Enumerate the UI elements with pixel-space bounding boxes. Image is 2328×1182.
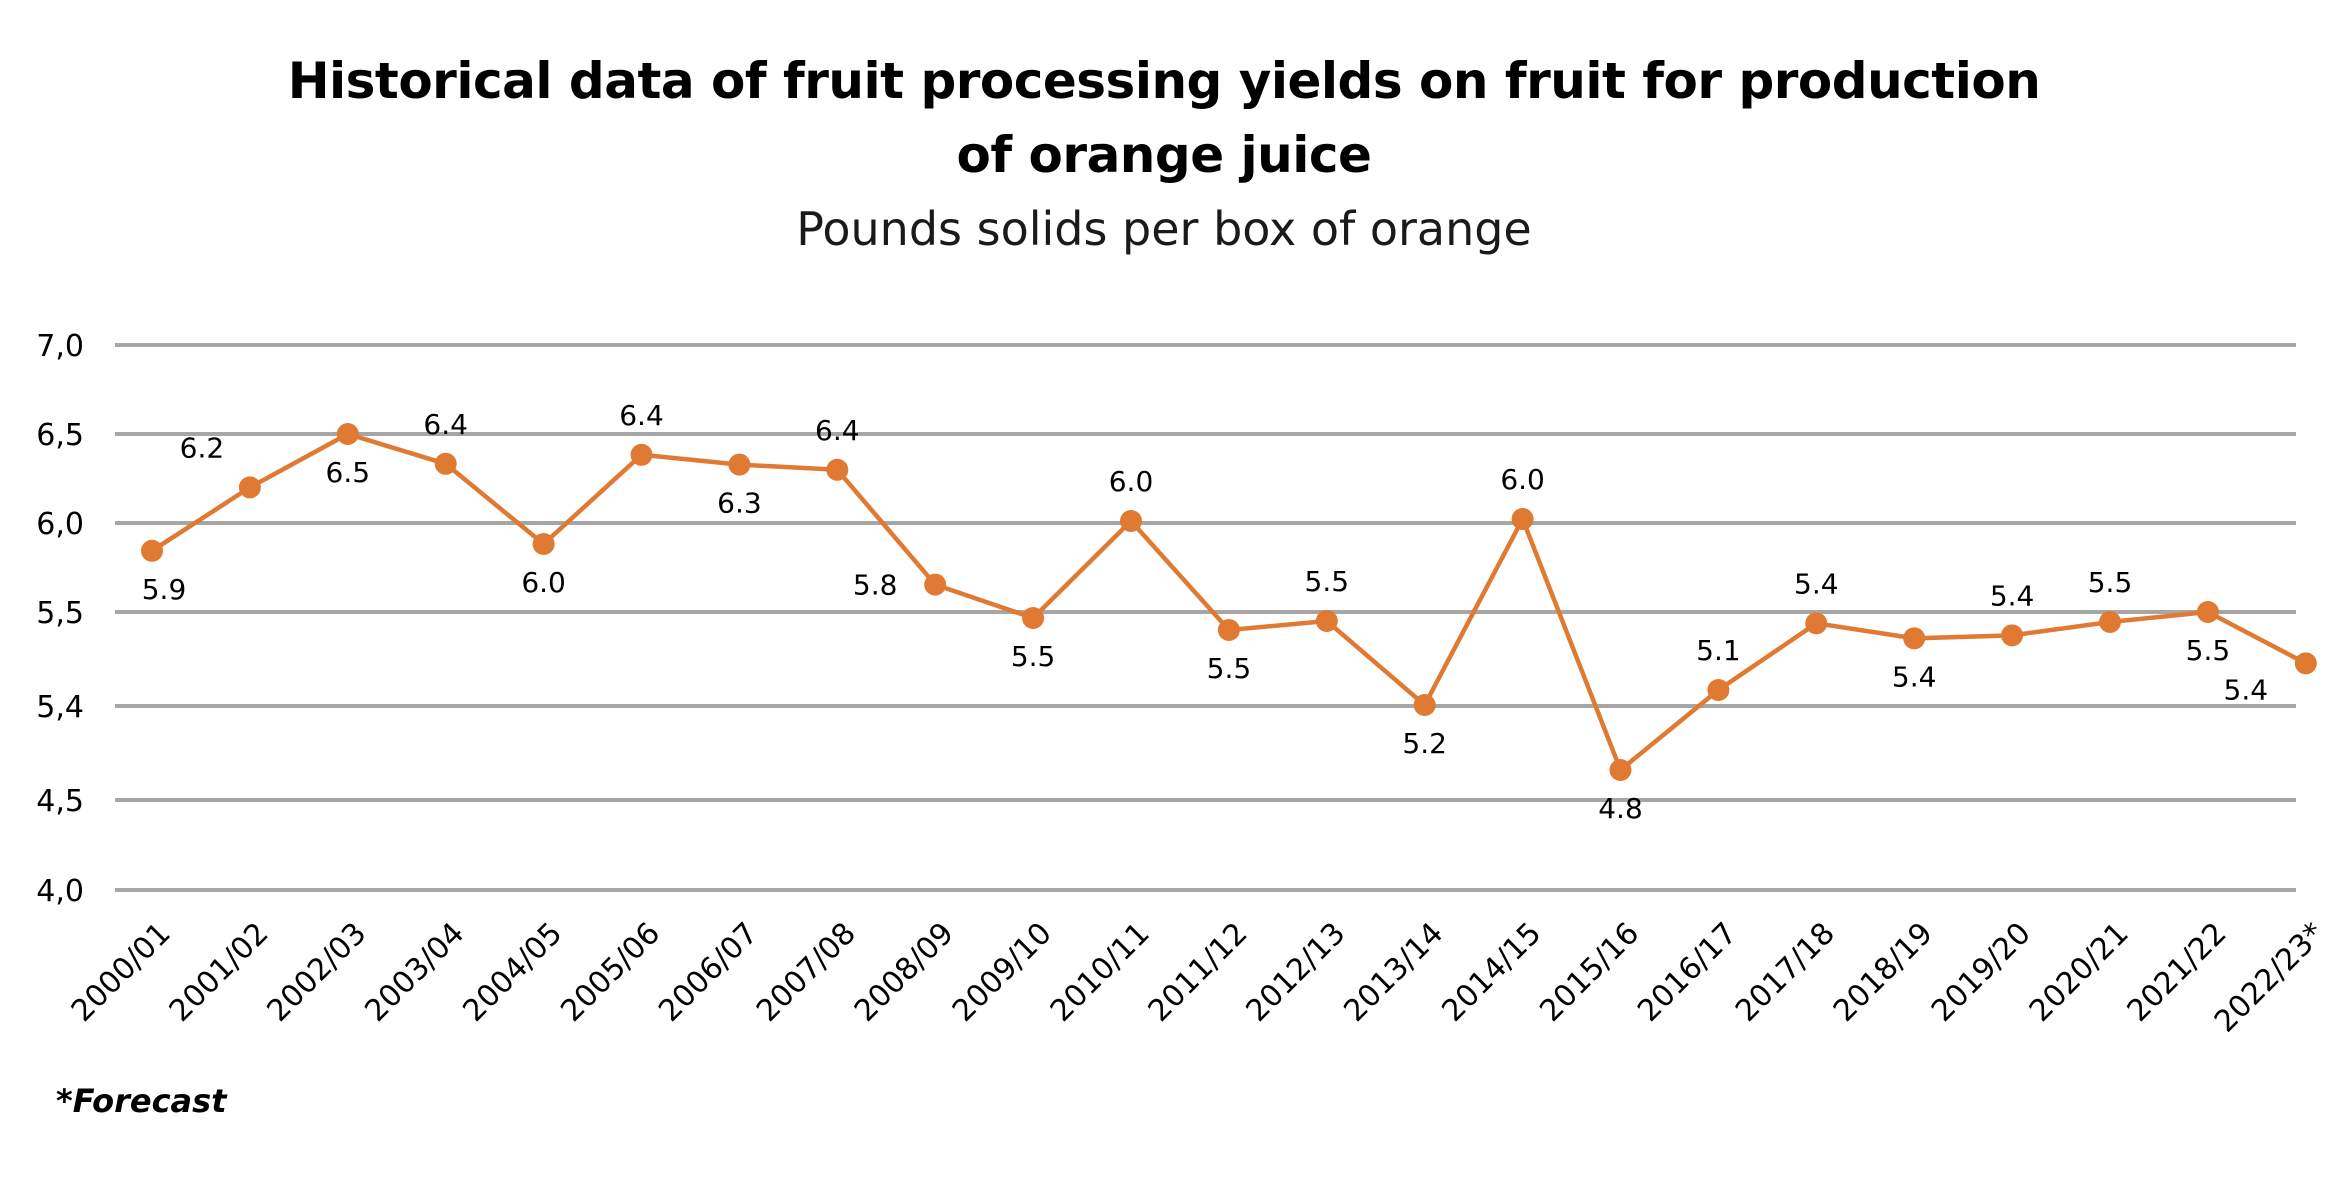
x-axis-ticks: 2000/012001/022002/032003/042004/052005/… — [65, 916, 2328, 1039]
data-point-2006/07 — [728, 453, 751, 476]
data-point-2000/01 — [141, 539, 163, 562]
series-line — [150, 431, 2307, 773]
data-point-2016/17 — [1707, 679, 1730, 701]
x-tick-label: 2007/08 — [750, 916, 863, 1029]
data-label-2015/16: 4.8 — [1598, 792, 1643, 825]
data-label-2011/12: 5.5 — [1207, 652, 1252, 685]
data-label-2014/15: 6.0 — [1500, 463, 1545, 496]
data-point-2017/18 — [1805, 612, 1828, 635]
data-label-2002/03: 6.5 — [326, 456, 371, 489]
data-label-2003/04: 6.4 — [423, 408, 468, 441]
data-label-2019/20: 5.4 — [1990, 579, 2035, 612]
x-tick-label: 2006/07 — [652, 916, 765, 1029]
data-label-2000/01: 5.9 — [142, 573, 187, 606]
forecast-footnote: *Forecast — [56, 1082, 227, 1120]
y-tick-label: 4,5 — [36, 784, 84, 819]
data-point-2020/21 — [2099, 611, 2121, 633]
x-tick-label: 2004/05 — [456, 916, 569, 1029]
data-label-2020/21: 5.5 — [2088, 566, 2133, 599]
data-label-2001/02: 6.2 — [180, 431, 225, 464]
data-label-2017/18: 5.4 — [1794, 567, 1839, 600]
gridlines — [115, 343, 2296, 892]
chart-title-line-2: of orange juice — [956, 126, 1372, 184]
data-label-2013/14: 5.2 — [1402, 727, 1447, 760]
y-tick-label: 6,0 — [36, 507, 84, 542]
data-point-2001/02 — [238, 476, 261, 499]
series-line-path — [150, 431, 2307, 773]
y-tick-label: 5,4 — [36, 690, 84, 725]
data-label-2009/10: 5.5 — [1011, 640, 1056, 673]
x-tick-label: 2017/18 — [1729, 916, 1842, 1029]
x-tick-label: 2019/20 — [1925, 916, 2038, 1029]
x-tick-label: 2020/21 — [2023, 916, 2136, 1029]
x-tick-label: 2010/11 — [1044, 916, 1157, 1029]
data-point-2011/12 — [1217, 619, 1240, 641]
y-tick-label: 4,0 — [36, 874, 84, 909]
x-tick-label: 2002/03 — [261, 916, 374, 1029]
y-tick-label: 5,5 — [36, 596, 84, 631]
chart-subtitle: Pounds solids per box of orange — [796, 202, 1532, 256]
x-tick-label: 2000/01 — [65, 916, 178, 1029]
data-point-2019/20 — [2001, 624, 2024, 647]
data-point-2005/06 — [630, 443, 653, 466]
data-label-2007/08: 6.4 — [815, 414, 860, 447]
data-point-2013/14 — [1413, 694, 1436, 716]
data-point-2012/13 — [1315, 610, 1338, 632]
data-label-2018/19: 5.4 — [1892, 660, 1937, 693]
data-point-2018/19 — [1903, 627, 1926, 650]
data-point-2003/04 — [434, 452, 457, 475]
data-point-2021/22 — [2196, 601, 2219, 623]
x-tick-label: 2011/12 — [1142, 916, 1255, 1029]
data-label-2004/05: 6.0 — [521, 566, 566, 599]
x-tick-label: 2001/02 — [163, 916, 276, 1029]
data-point-2022/23* — [2294, 652, 2317, 675]
x-tick-label: 2012/13 — [1240, 916, 1353, 1029]
y-tick-label: 7,0 — [36, 329, 84, 364]
chart-title-line-1: Historical data of fruit processing yiel… — [287, 52, 2041, 110]
data-label-2008/09: 5.8 — [853, 569, 898, 602]
x-tick-label: 2016/17 — [1631, 916, 1744, 1029]
data-points — [141, 423, 2317, 781]
data-point-2004/05 — [532, 533, 555, 555]
data-label-2012/13: 5.5 — [1305, 565, 1350, 598]
x-tick-label: 2009/10 — [946, 916, 1059, 1029]
data-label-2021/22: 5.5 — [2186, 634, 2231, 667]
x-tick-label: 2018/19 — [1827, 916, 1940, 1029]
data-label-2022/23*: 5.4 — [2224, 673, 2269, 706]
x-tick-label: 2003/04 — [358, 916, 471, 1029]
data-label-2016/17: 5.1 — [1696, 634, 1741, 667]
data-labels: 5.9 6.2 6.5 6.4 6.0 6.4 6.3 6.4 5.8 5.5 6.0 5.5 5.5 5… — [142, 399, 2268, 825]
data-point-2010/11 — [1120, 510, 1142, 532]
data-label-2010/11: 6.0 — [1109, 465, 1154, 498]
data-point-2008/09 — [924, 573, 947, 596]
data-point-2009/10 — [1022, 607, 1045, 629]
data-point-2014/15 — [1511, 508, 1534, 530]
x-tick-label: 2014/15 — [1435, 916, 1548, 1029]
data-label-2006/07: 6.3 — [717, 487, 762, 520]
x-tick-label: 2015/16 — [1533, 916, 1646, 1029]
y-axis-ticks: 7,0 6,5 6,0 5,5 5,4 4,5 4,0 — [36, 329, 84, 909]
data-label-2005/06: 6.4 — [619, 399, 664, 432]
x-tick-label: 2013/14 — [1337, 916, 1450, 1029]
x-tick-label: 2005/06 — [554, 916, 667, 1029]
data-point-2002/03 — [336, 423, 359, 445]
data-point-2015/16 — [1609, 759, 1632, 781]
data-point-2007/08 — [826, 458, 849, 481]
y-tick-label: 6,5 — [36, 418, 84, 453]
x-tick-label: 2008/09 — [848, 916, 961, 1029]
